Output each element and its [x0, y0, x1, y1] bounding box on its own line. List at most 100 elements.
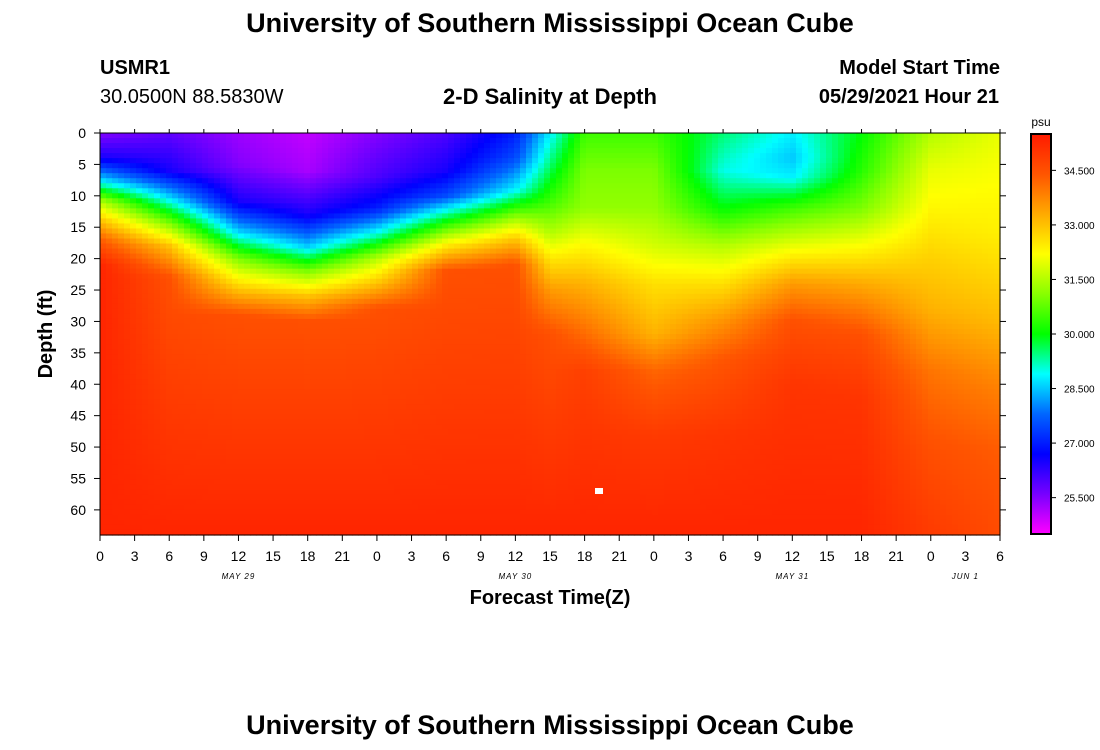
heatmap-cell [700, 183, 707, 189]
heatmap-cell [766, 133, 773, 139]
heatmap-cell [580, 208, 587, 215]
heatmap-cell [820, 258, 827, 265]
heatmap-cell [964, 148, 971, 154]
heatmap-cell [664, 158, 671, 164]
heatmap-cell [316, 258, 323, 265]
heatmap-cell [538, 258, 545, 265]
heatmap-cell [448, 218, 455, 225]
heatmap-cell [340, 158, 347, 164]
heatmap-cell [448, 138, 455, 144]
heatmap-cell [820, 138, 827, 144]
heatmap-cell [640, 253, 647, 260]
heatmap-cell [988, 163, 995, 169]
heatmap-cell [658, 208, 665, 215]
heatmap-cell [394, 288, 401, 295]
heatmap-cell [376, 263, 383, 270]
heatmap-cell [106, 178, 113, 184]
heatmap-cell [640, 173, 647, 179]
heatmap-cell [592, 268, 599, 275]
heatmap-cell [760, 288, 767, 295]
heatmap-cell [448, 163, 455, 169]
heatmap-cell [208, 248, 215, 255]
heatmap-cell [700, 203, 707, 209]
heatmap-cell [916, 198, 923, 204]
heatmap-cell [694, 248, 701, 255]
heatmap-cell [352, 183, 359, 189]
heatmap-cell [976, 158, 983, 164]
heatmap-cell [952, 238, 959, 245]
heatmap-cell [100, 223, 107, 230]
heatmap-cell [388, 218, 395, 225]
heatmap-cell [682, 288, 689, 295]
heatmap-cell [358, 208, 365, 215]
heatmap-cell [262, 218, 269, 225]
heatmap-cell [892, 273, 899, 280]
heatmap-cell [418, 148, 425, 154]
heatmap-cell [814, 288, 821, 295]
heatmap-cell [598, 138, 605, 144]
heatmap-cell [436, 253, 443, 260]
heatmap-cell [796, 283, 803, 290]
heatmap-cell [736, 218, 743, 225]
heatmap-cell [634, 293, 641, 300]
heatmap-cell [796, 198, 803, 204]
heatmap-cell [742, 223, 749, 230]
heatmap-cell [916, 228, 923, 235]
heatmap-cell [766, 143, 773, 149]
heatmap-cell [646, 143, 653, 149]
heatmap-cell [172, 138, 179, 144]
heatmap-cell [268, 193, 275, 199]
heatmap-cell [388, 243, 395, 250]
heatmap-cell [514, 218, 521, 225]
heatmap-cell [238, 248, 245, 255]
heatmap-cell [766, 223, 773, 230]
heatmap-cell [262, 148, 269, 154]
heatmap-cell [436, 278, 443, 285]
heatmap-cell [628, 243, 635, 250]
heatmap-cell [934, 203, 941, 209]
heatmap-cell [364, 198, 371, 204]
heatmap-cell [646, 203, 653, 209]
heatmap-cell [166, 168, 173, 174]
heatmap-cell [898, 263, 905, 270]
heatmap-cell [256, 178, 263, 184]
heatmap-cell [112, 208, 119, 215]
heatmap-cell [562, 238, 569, 245]
heatmap-cell [424, 213, 431, 220]
heatmap-cell [142, 278, 149, 285]
heatmap-cell [538, 243, 545, 250]
heatmap-cell [418, 178, 425, 184]
heatmap-cell [796, 228, 803, 235]
heatmap-cell [922, 278, 929, 285]
heatmap-cell [766, 213, 773, 220]
heatmap-cell [838, 273, 845, 280]
heatmap-cell [934, 273, 941, 280]
heatmap-cell [406, 198, 413, 204]
heatmap-cell [160, 298, 167, 305]
heatmap-cell [262, 228, 269, 235]
heatmap-cell [616, 143, 623, 149]
heatmap-cell [664, 133, 671, 139]
heatmap-cell [400, 258, 407, 265]
heatmap-cell [856, 228, 863, 235]
heatmap-cell [100, 218, 107, 225]
heatmap-cell [748, 153, 755, 159]
heatmap-cell [190, 283, 197, 290]
heatmap-cell [994, 258, 1001, 265]
heatmap-cell [856, 278, 863, 285]
heatmap-cell [262, 198, 269, 204]
heatmap-cell [280, 243, 287, 250]
heatmap-cell [880, 158, 887, 164]
heatmap-cell [658, 133, 665, 139]
heatmap-cell [574, 243, 581, 250]
heatmap-cell [538, 153, 545, 159]
heatmap-cell [304, 273, 311, 280]
heatmap-cell [160, 293, 167, 300]
heatmap-cell [760, 263, 767, 270]
heatmap-cell [280, 288, 287, 295]
heatmap-cell [640, 188, 647, 194]
heatmap-cell [292, 253, 299, 260]
heatmap-cell [142, 298, 149, 305]
heatmap-cell [310, 298, 317, 305]
heatmap-cell [856, 208, 863, 215]
